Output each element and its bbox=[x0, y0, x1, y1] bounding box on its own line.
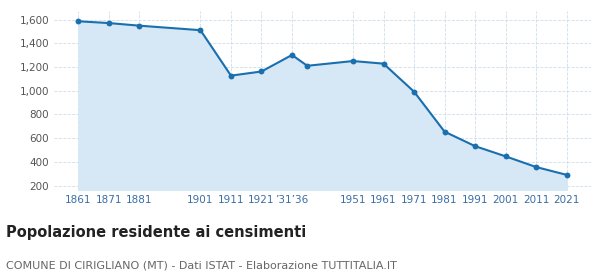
Point bbox=[74, 19, 83, 24]
Text: Popolazione residente ai censimenti: Popolazione residente ai censimenti bbox=[6, 225, 306, 240]
Point bbox=[226, 73, 236, 78]
Point bbox=[257, 69, 266, 74]
Point bbox=[287, 53, 297, 57]
Point bbox=[409, 89, 419, 94]
Point bbox=[196, 28, 205, 32]
Point bbox=[134, 24, 144, 28]
Point bbox=[562, 172, 571, 177]
Text: COMUNE DI CIRIGLIANO (MT) - Dati ISTAT - Elaborazione TUTTITALIA.IT: COMUNE DI CIRIGLIANO (MT) - Dati ISTAT -… bbox=[6, 261, 397, 271]
Point bbox=[302, 64, 312, 68]
Point bbox=[104, 21, 114, 25]
Point bbox=[348, 59, 358, 63]
Point bbox=[470, 144, 480, 148]
Point bbox=[379, 61, 388, 66]
Point bbox=[501, 154, 511, 158]
Point bbox=[440, 129, 449, 134]
Point bbox=[531, 165, 541, 169]
